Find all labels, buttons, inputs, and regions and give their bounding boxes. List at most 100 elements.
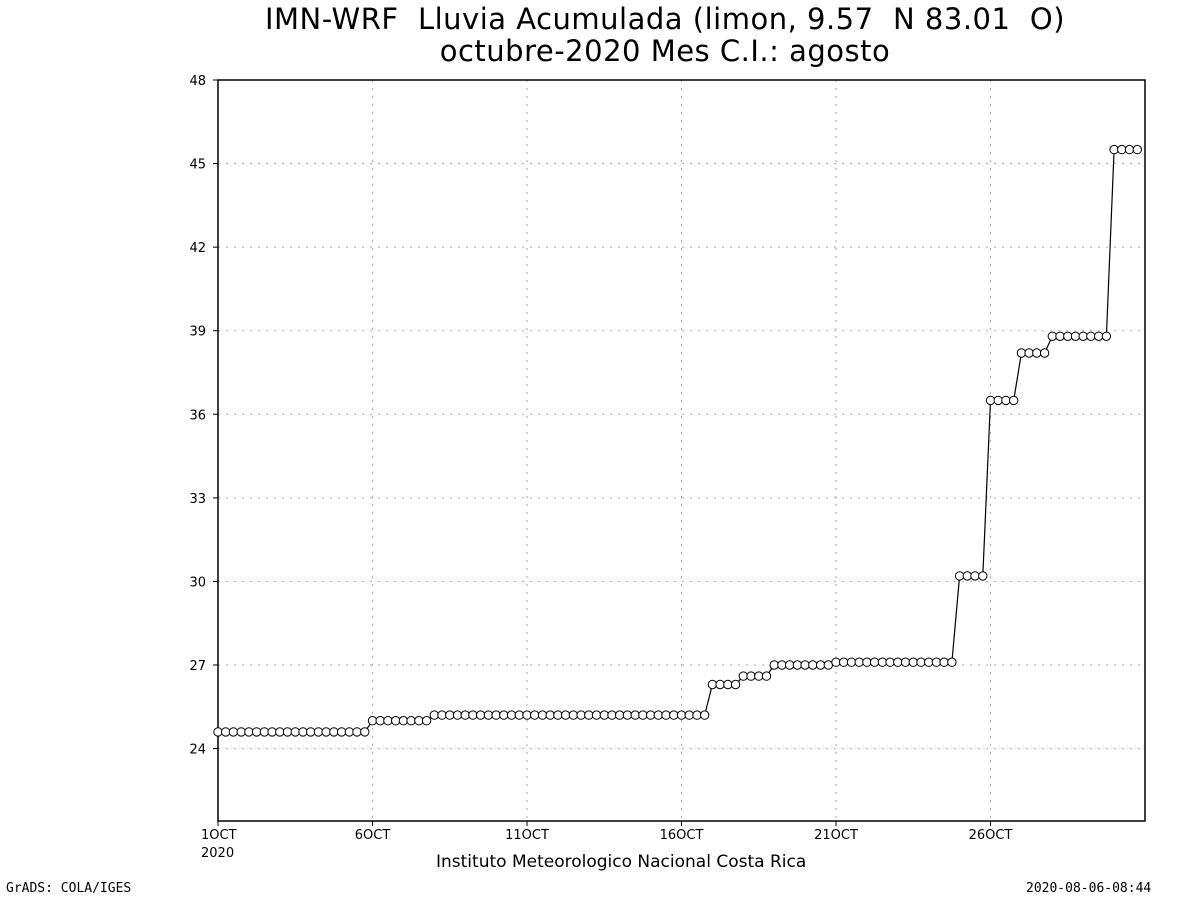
data-point <box>877 657 888 667</box>
data-point <box>321 727 331 737</box>
data-point <box>815 660 826 670</box>
data-point <box>900 657 911 667</box>
data-point <box>715 679 725 690</box>
data-point <box>221 727 231 737</box>
y-tick-label: 24 <box>189 743 206 758</box>
data-point <box>483 710 494 720</box>
data-point <box>452 710 463 720</box>
data-point <box>607 710 617 720</box>
data-point <box>700 710 710 720</box>
data-point <box>692 710 702 720</box>
data-point <box>514 710 524 720</box>
x-tick-label: 26OCT <box>969 828 1013 843</box>
data-point <box>213 727 223 737</box>
data-point <box>599 710 609 720</box>
data-point <box>329 727 339 737</box>
footer-software: GrADS: COLA/IGES <box>6 881 132 896</box>
data-point <box>576 710 586 720</box>
data-point <box>869 657 880 667</box>
data-point <box>414 716 424 726</box>
y-tick-label: 36 <box>189 408 206 423</box>
series-layer <box>213 144 1143 737</box>
data-point <box>808 660 818 670</box>
data-point <box>398 716 409 726</box>
data-point <box>754 671 764 681</box>
data-point <box>437 710 447 720</box>
data-point <box>522 710 532 720</box>
y-tick-label: 42 <box>189 241 206 256</box>
data-point <box>653 710 663 720</box>
x-tick-label: 21OCT <box>814 828 858 843</box>
data-point <box>1117 144 1127 155</box>
data-point <box>445 710 455 720</box>
data-point <box>885 657 895 667</box>
data-point <box>947 657 957 667</box>
data-point <box>251 727 262 737</box>
y-tick-label: 27 <box>189 659 206 674</box>
data-point <box>1094 331 1104 341</box>
data-point <box>352 727 362 737</box>
data-point <box>537 710 548 720</box>
data-point <box>1078 331 1088 341</box>
data-point <box>244 727 254 737</box>
data-point <box>429 710 439 720</box>
data-point <box>468 710 478 720</box>
data-point <box>924 657 934 667</box>
data-point <box>313 727 324 737</box>
data-point <box>1055 331 1065 341</box>
data-point <box>406 716 416 726</box>
data-point <box>638 710 648 720</box>
data-point <box>545 710 555 720</box>
data-point <box>530 710 540 720</box>
data-point <box>846 657 857 667</box>
data-point <box>630 710 640 720</box>
data-point <box>723 679 733 690</box>
data-point <box>669 710 679 720</box>
data-point <box>1063 331 1073 341</box>
data-point <box>792 660 803 670</box>
data-point <box>931 657 942 667</box>
data-point <box>391 716 401 726</box>
y-tick-label: 30 <box>189 575 206 590</box>
chart-subtitle: octubre-2020 Mes C.I.: agosto <box>439 34 891 68</box>
data-point <box>777 660 787 670</box>
data-point <box>499 710 509 720</box>
data-point <box>738 671 748 681</box>
institution-credit: Instituto Meteorologico Nacional Costa R… <box>436 852 807 872</box>
y-tick-label: 45 <box>189 158 206 173</box>
data-point <box>916 657 926 667</box>
data-point <box>854 657 864 667</box>
data-point <box>954 571 965 581</box>
grid-layer <box>217 79 1145 821</box>
data-point <box>862 657 872 667</box>
data-point <box>676 710 687 720</box>
data-point <box>893 657 903 667</box>
data-point <box>985 395 996 406</box>
data-point <box>375 716 385 726</box>
data-point <box>769 660 779 670</box>
data-point <box>259 727 270 737</box>
data-point <box>823 660 833 670</box>
data-point <box>568 710 579 720</box>
data-point <box>506 710 517 720</box>
data-point <box>584 710 594 720</box>
data-point <box>421 716 432 726</box>
data-point <box>1001 395 1011 406</box>
data-point <box>267 727 277 737</box>
data-point <box>784 660 795 670</box>
data-point <box>460 710 470 720</box>
data-point <box>661 710 671 720</box>
data-point <box>1086 331 1096 341</box>
data-point <box>336 727 347 737</box>
data-point <box>367 716 378 726</box>
y-tick-label: 33 <box>189 492 206 507</box>
data-point <box>761 671 772 681</box>
data-point <box>939 657 949 667</box>
data-point <box>1101 331 1112 341</box>
data-point <box>298 727 308 737</box>
data-point <box>1039 348 1050 358</box>
data-point <box>1109 144 1119 155</box>
data-point <box>645 710 656 720</box>
x-tick-label: 11OCT <box>505 828 549 843</box>
data-point <box>236 727 246 737</box>
